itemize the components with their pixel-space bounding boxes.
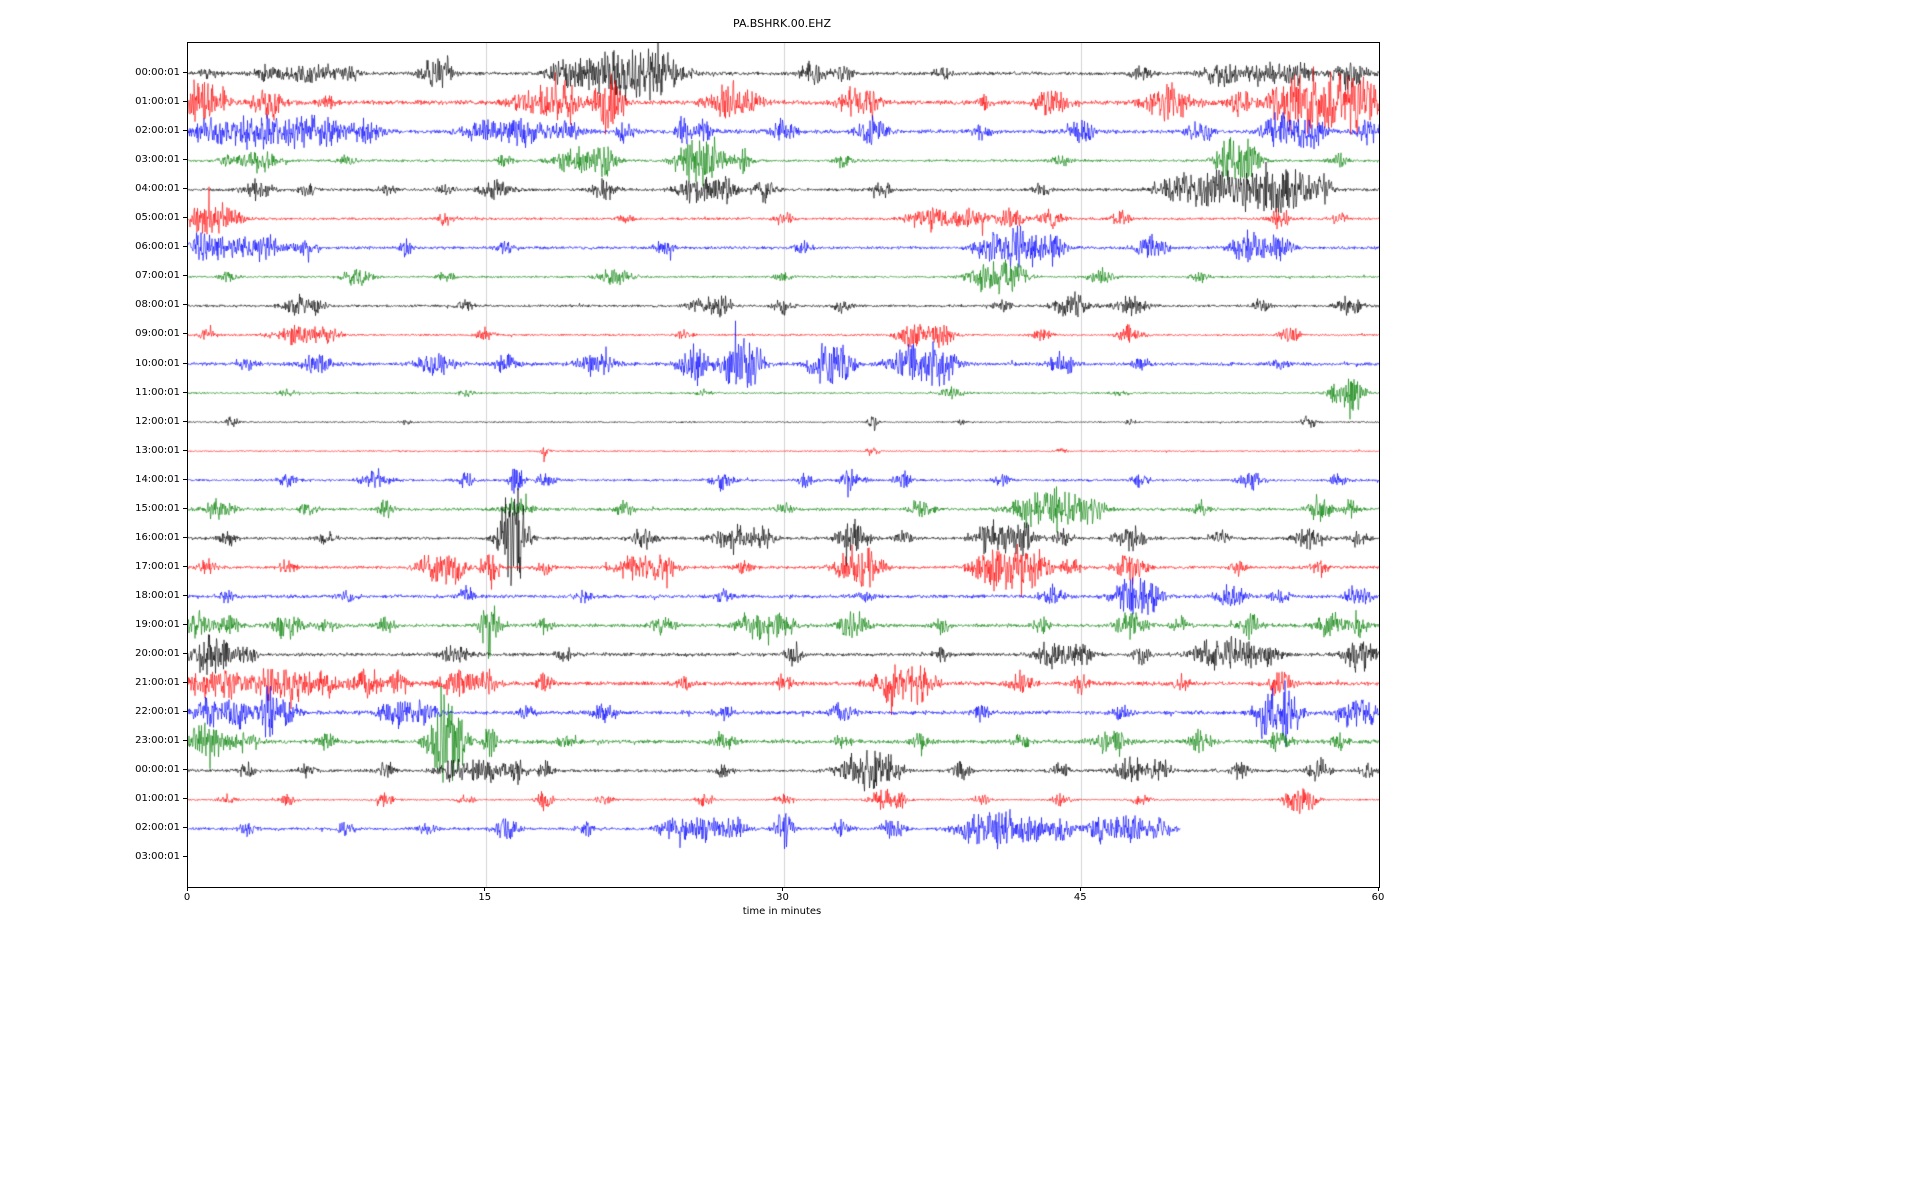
y-tick-mark: [183, 362, 187, 364]
row-label: 10:00:01: [135, 357, 180, 369]
x-tick-mark: [186, 887, 188, 891]
y-tick-mark: [183, 130, 187, 132]
y-tick-mark: [183, 594, 187, 596]
row-label: 04:00:01: [135, 183, 180, 195]
seismogram-canvas: [188, 43, 1379, 887]
y-tick-mark: [183, 682, 187, 684]
y-tick-mark: [183, 478, 187, 480]
row-label: 22:00:01: [135, 706, 180, 718]
row-label: 18:00:01: [135, 589, 180, 601]
row-label: 02:00:01: [135, 822, 180, 834]
y-tick-mark: [183, 740, 187, 742]
chart-title: PA.BSHRK.00.EHZ: [733, 17, 831, 30]
x-tick-label: 15: [478, 892, 492, 903]
row-label: 23:00:01: [135, 735, 180, 747]
row-label: 03:00:01: [135, 851, 180, 863]
x-tick-label: 45: [1073, 892, 1087, 903]
y-tick-mark: [183, 623, 187, 625]
y-tick-mark: [183, 188, 187, 190]
y-tick-mark: [183, 536, 187, 538]
x-tick-label: 60: [1371, 892, 1385, 903]
y-tick-mark: [183, 565, 187, 567]
row-label: 01:00:01: [135, 793, 180, 805]
row-label: 16:00:01: [135, 531, 180, 543]
row-label: 00:00:01: [135, 67, 180, 78]
y-tick-mark: [183, 101, 187, 103]
y-tick-mark: [183, 856, 187, 858]
x-tick-mark: [1079, 887, 1081, 891]
row-label: 12:00:01: [135, 415, 180, 427]
row-label: 20:00:01: [135, 648, 180, 659]
x-axis-label: time in minutes: [742, 906, 822, 917]
row-label: 09:00:01: [135, 328, 180, 340]
y-tick-mark: [183, 333, 187, 335]
y-tick-mark: [183, 304, 187, 306]
row-label: 08:00:01: [135, 299, 180, 311]
row-label: 00:00:01: [135, 764, 180, 776]
row-label: 13:00:01: [135, 444, 180, 456]
y-tick-mark: [183, 72, 187, 73]
y-tick-mark: [183, 507, 187, 509]
y-tick-mark: [183, 798, 187, 800]
y-tick-mark: [183, 653, 187, 654]
y-tick-mark: [183, 391, 187, 393]
row-label: 05:00:01: [135, 212, 180, 224]
row-label: 21:00:01: [135, 677, 180, 689]
x-tick-mark: [782, 887, 783, 891]
y-tick-mark: [183, 827, 187, 829]
row-label: 03:00:01: [135, 154, 180, 166]
row-label: 06:00:01: [135, 241, 180, 253]
row-label: 15:00:01: [135, 502, 180, 514]
x-tick-mark: [484, 887, 486, 891]
x-tick-mark: [1377, 887, 1379, 891]
x-tick-label: 0: [183, 892, 191, 903]
y-tick-mark: [183, 246, 187, 248]
y-tick-mark: [183, 769, 187, 771]
row-label: 02:00:01: [135, 125, 180, 137]
plot-area: [187, 42, 1380, 888]
y-tick-mark: [183, 275, 187, 277]
row-label: 07:00:01: [135, 270, 180, 282]
row-label: 11:00:01: [135, 386, 180, 398]
row-label: 01:00:01: [135, 96, 180, 108]
row-label: 14:00:01: [135, 473, 180, 485]
row-label: 17:00:01: [135, 560, 180, 572]
y-tick-mark: [183, 711, 187, 713]
y-tick-mark: [183, 449, 187, 451]
y-tick-mark: [183, 217, 187, 219]
y-tick-mark: [183, 159, 187, 161]
y-tick-mark: [183, 420, 187, 422]
row-label: 19:00:01: [135, 618, 180, 630]
x-tick-label: 30: [776, 892, 789, 903]
